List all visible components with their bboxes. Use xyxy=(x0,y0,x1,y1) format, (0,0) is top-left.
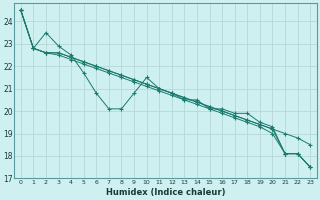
X-axis label: Humidex (Indice chaleur): Humidex (Indice chaleur) xyxy=(106,188,225,197)
